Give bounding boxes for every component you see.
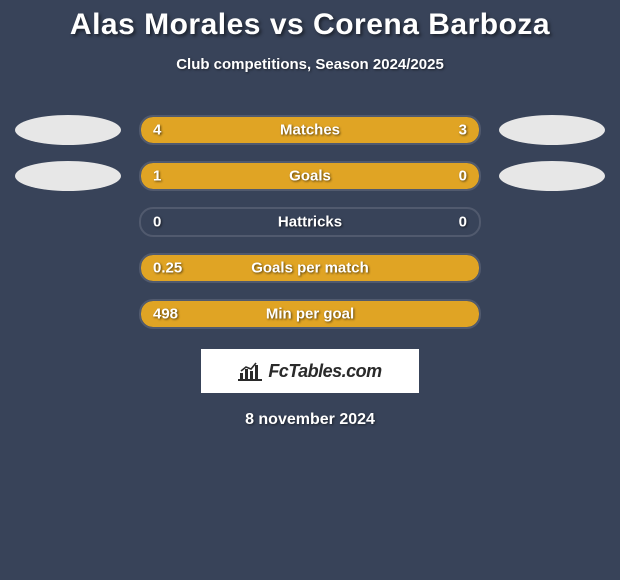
stat-bar: 0.25 Goals per match: [139, 253, 481, 283]
stat-value-left: 498: [153, 306, 178, 323]
stat-bar: 498 Min per goal: [139, 299, 481, 329]
player-left-marker: [15, 161, 121, 191]
player-left-marker: [15, 115, 121, 145]
stat-value-left: 1: [153, 168, 161, 185]
date-text: 8 november 2024: [0, 411, 620, 429]
stat-value-right: 3: [459, 122, 467, 139]
player-right-marker: [499, 161, 605, 191]
stat-label: Min per goal: [266, 306, 354, 323]
comparison-card: Alas Morales vs Corena Barboza Club comp…: [0, 0, 620, 429]
stat-row: 4 Matches 3: [0, 115, 620, 145]
stat-value-left: 0.25: [153, 260, 182, 277]
stat-value-right: 0: [459, 168, 467, 185]
stat-value-right: 0: [459, 214, 467, 231]
stat-bar: 4 Matches 3: [139, 115, 481, 145]
stat-bar: 0 Hattricks 0: [139, 207, 481, 237]
stat-row: 0 Hattricks 0: [0, 207, 620, 237]
stat-label: Matches: [280, 122, 340, 139]
page-title: Alas Morales vs Corena Barboza: [0, 8, 620, 42]
stats-list: 4 Matches 3 1 Goals 0 0 Hattricks 0 0.25 Goals per…: [0, 115, 620, 329]
stat-bar: 1 Goals 0: [139, 161, 481, 191]
stat-label: Hattricks: [278, 214, 342, 231]
subtitle: Club competitions, Season 2024/2025: [0, 56, 620, 73]
stat-row: 1 Goals 0: [0, 161, 620, 191]
stat-label: Goals per match: [251, 260, 369, 277]
stat-value-left: 0: [153, 214, 161, 231]
stat-row: 0.25 Goals per match: [0, 253, 620, 283]
stat-value-left: 4: [153, 122, 161, 139]
stat-row: 498 Min per goal: [0, 299, 620, 329]
stat-label: Goals: [289, 168, 331, 185]
player-right-marker: [499, 115, 605, 145]
logo-text: FcTables.com: [268, 361, 381, 382]
logo-box: FcTables.com: [201, 349, 419, 393]
chart-icon: [238, 361, 262, 381]
